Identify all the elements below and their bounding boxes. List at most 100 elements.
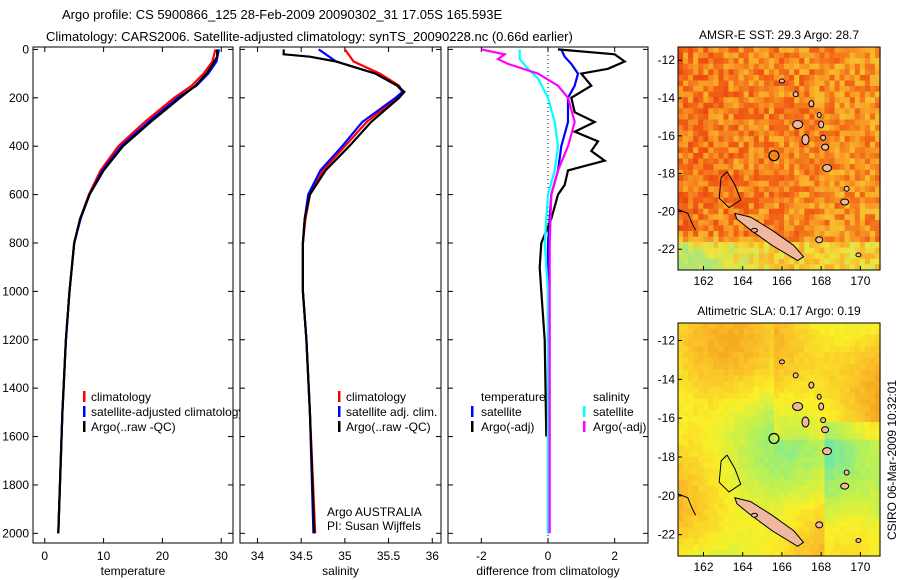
heatmap-cell bbox=[774, 264, 780, 271]
heatmap-cell bbox=[758, 392, 765, 400]
heatmap-cell bbox=[804, 439, 810, 446]
heatmap-cell bbox=[834, 102, 841, 109]
heatmap-cell bbox=[698, 387, 704, 394]
heatmap-cell bbox=[748, 197, 755, 204]
heatmap-cell bbox=[834, 247, 841, 254]
reef-outline bbox=[677, 493, 697, 516]
heatmap-cell bbox=[809, 74, 815, 82]
heatmap-cell bbox=[738, 242, 745, 249]
heatmap-cell bbox=[693, 491, 699, 499]
heatmap-cell bbox=[875, 214, 881, 221]
heatmap-cell bbox=[814, 63, 821, 70]
heatmap-cell bbox=[753, 427, 760, 435]
heatmap-cell bbox=[743, 80, 750, 87]
heatmap-cell bbox=[718, 526, 725, 534]
heatmap-cell bbox=[799, 214, 805, 221]
heatmap-cell bbox=[784, 462, 790, 470]
heatmap-cell bbox=[854, 242, 861, 249]
heatmap-cell bbox=[804, 509, 810, 516]
heatmap-cell bbox=[809, 369, 815, 377]
heatmap-cell bbox=[875, 550, 881, 557]
heatmap-cell bbox=[723, 236, 730, 243]
heatmap-cell bbox=[794, 258, 800, 266]
heatmap-cell bbox=[819, 108, 826, 115]
heatmap-cell bbox=[849, 136, 856, 143]
heatmap-cell bbox=[844, 69, 851, 76]
heatmap-cell bbox=[839, 47, 846, 54]
heatmap-cell bbox=[723, 526, 730, 534]
heatmap-cell bbox=[688, 357, 694, 365]
heatmap-cell bbox=[743, 69, 750, 76]
heatmap-cell bbox=[728, 208, 735, 215]
heatmap-cell bbox=[794, 97, 800, 104]
heatmap-cell bbox=[834, 203, 841, 210]
heatmap-cell bbox=[875, 404, 881, 412]
heatmap-cell bbox=[743, 491, 750, 499]
heatmap-cell bbox=[738, 158, 745, 165]
heatmap-cell bbox=[768, 158, 775, 165]
heatmap-cell bbox=[829, 486, 836, 493]
heatmap-cell bbox=[763, 404, 770, 412]
heatmap-cell bbox=[834, 219, 841, 226]
heatmap-cell bbox=[849, 91, 856, 98]
heatmap-cell bbox=[698, 462, 704, 470]
heatmap-cell bbox=[763, 253, 770, 260]
heatmap-cell bbox=[869, 334, 876, 342]
island-outline bbox=[840, 198, 850, 206]
heatmap-cell bbox=[789, 451, 795, 458]
heatmap-cell bbox=[864, 186, 871, 193]
y-tick-label: 400 bbox=[9, 139, 29, 153]
heatmap-cell bbox=[693, 242, 699, 249]
heatmap-cell bbox=[728, 74, 735, 82]
heatmap-cell bbox=[728, 147, 735, 154]
heatmap-cell bbox=[799, 491, 805, 499]
heatmap-cell bbox=[763, 152, 770, 160]
heatmap-cell bbox=[819, 334, 826, 342]
heatmap-cell bbox=[768, 538, 775, 545]
heatmap-cell bbox=[688, 346, 694, 353]
heatmap-cell bbox=[875, 340, 881, 347]
heatmap-cell bbox=[743, 180, 750, 187]
heatmap-cell bbox=[758, 113, 765, 121]
heatmap-cell bbox=[733, 439, 740, 446]
heatmap-cell bbox=[824, 231, 831, 238]
heatmap-cell bbox=[768, 253, 775, 260]
heatmap-cell bbox=[743, 538, 750, 545]
heatmap-cell bbox=[758, 164, 765, 171]
heatmap-cell bbox=[738, 203, 745, 210]
heatmap-cell bbox=[849, 253, 856, 260]
heatmap-cell bbox=[683, 47, 689, 54]
heatmap-cell bbox=[688, 457, 694, 464]
heatmap-cell bbox=[839, 515, 846, 522]
heatmap-cell bbox=[829, 381, 836, 388]
heatmap-cell bbox=[869, 346, 876, 353]
heatmap-cell bbox=[708, 544, 714, 551]
heatmap-cell bbox=[708, 410, 714, 417]
heatmap-cell bbox=[728, 375, 735, 382]
heatmap-cell bbox=[819, 231, 826, 238]
heatmap-cell bbox=[738, 486, 745, 493]
heatmap-cell bbox=[875, 381, 881, 388]
heatmap-cell bbox=[713, 416, 720, 423]
heatmap-cell bbox=[804, 445, 810, 452]
heatmap-cell bbox=[758, 334, 765, 342]
heatmap-cell bbox=[869, 192, 876, 199]
heatmap-cell bbox=[748, 381, 755, 388]
heatmap-cell bbox=[743, 369, 750, 377]
heatmap-cell bbox=[834, 445, 841, 452]
heatmap-cell bbox=[839, 147, 846, 154]
heatmap-cell bbox=[844, 439, 851, 446]
heatmap-cell bbox=[824, 203, 831, 210]
heatmap-cell bbox=[849, 175, 856, 182]
heatmap-cell bbox=[799, 497, 805, 505]
heatmap-cell bbox=[738, 141, 745, 148]
heatmap-cell bbox=[869, 236, 876, 243]
heatmap-cell bbox=[844, 509, 851, 516]
heatmap-cell bbox=[839, 352, 846, 359]
heatmap-cell bbox=[763, 480, 770, 487]
heatmap-cell bbox=[693, 486, 699, 493]
heatmap-cell bbox=[678, 152, 684, 160]
heatmap-cell bbox=[733, 80, 740, 87]
heatmap-cell bbox=[839, 357, 846, 365]
heatmap-cell bbox=[789, 422, 795, 429]
